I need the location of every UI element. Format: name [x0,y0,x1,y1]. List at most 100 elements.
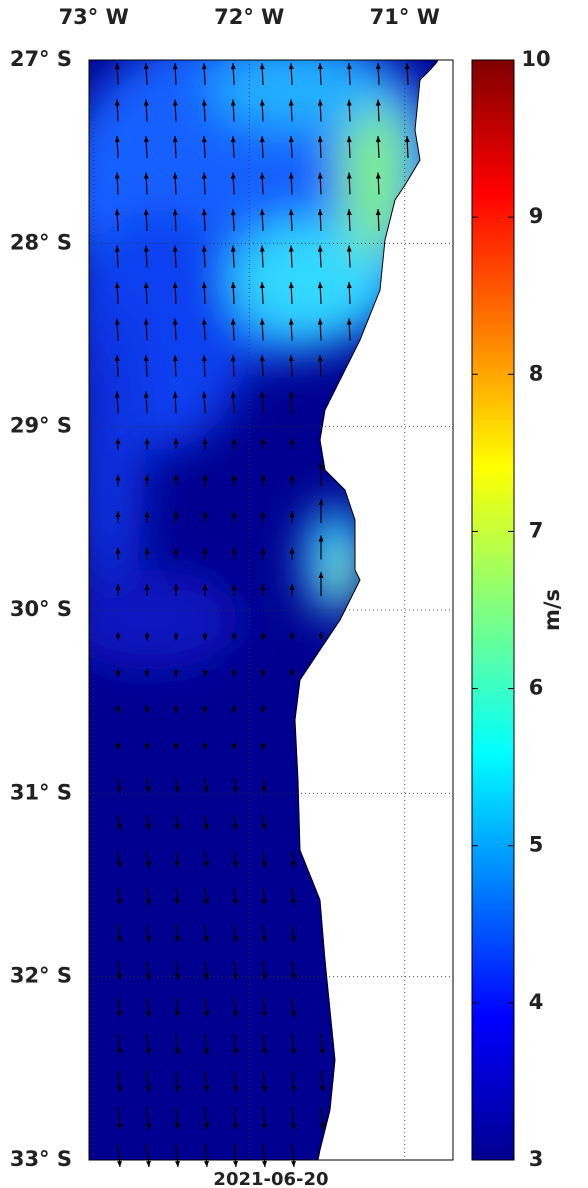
lat-tick-label: 29° S [10,414,72,438]
arrow-head [201,172,207,179]
arrow-head [203,1123,209,1130]
arrow-head [317,172,323,179]
arrow-head [116,786,122,793]
arrow-head [116,973,122,981]
arrow-head [145,861,151,868]
arrow-head [201,136,207,143]
arrow-head [230,209,236,216]
arrow-head [114,282,120,289]
arrow-head [290,861,296,868]
arrow-head [259,63,265,70]
arrow-head [375,99,381,106]
arrow-head [346,245,352,252]
arrow-head [172,136,178,143]
arrow-head [174,1048,180,1055]
wind-arrows [114,62,410,1168]
arrow-head [259,99,265,106]
arrow-head [317,99,323,106]
arrow-head [117,1160,122,1168]
arrow-head [114,63,120,70]
arrow-head [172,245,178,252]
lat-tick-label: 28° S [10,230,72,254]
arrow-head [289,511,295,517]
arrow-head [116,1048,122,1055]
colorbar-tick-label: 3 [529,1147,544,1171]
arrow-head [261,1048,267,1055]
arrow-head [232,1011,238,1018]
arrow-head [144,584,150,590]
arrow-head [375,209,381,216]
arrow-head [319,1123,325,1130]
arrow-head [145,1048,151,1055]
arrow-head [144,547,150,554]
arrow-head [317,136,323,143]
arrow-head [114,99,120,106]
arrow-head [260,634,266,641]
arrow-head [288,209,294,216]
arrow-head [116,1123,122,1130]
arrow-head [346,282,352,289]
arrow-head [261,1086,267,1093]
arrow-head [261,861,267,868]
lat-tick-label: 27° S [10,47,72,71]
arrow-head [290,1123,296,1130]
arrow-head [259,318,265,325]
arrow-head [172,282,178,289]
arrow-head [261,973,267,981]
colorbar-label: m/s [540,589,564,631]
arrow-head [288,99,294,106]
arrow-head [317,318,323,325]
arrow-head [289,438,295,444]
arrow-head [231,707,237,714]
arrow-head [172,355,178,362]
arrow-head [317,355,323,362]
arrow-head [318,634,324,641]
arrow-head [115,547,121,554]
arrow-head [231,671,237,677]
arrow-head [230,172,236,179]
arrow-head [174,824,180,831]
arrow-head [145,973,151,981]
arrow-head [259,355,265,362]
colorbar-tick-label: 6 [529,676,544,700]
arrow-head [261,786,267,793]
arrow-head [404,63,410,70]
arrow-head [203,861,209,868]
arrow-head [174,936,180,943]
arrow-head [261,936,267,943]
arrow-head [346,99,352,106]
colorbar-tick-label: 4 [529,990,544,1014]
arrow-head [346,63,352,70]
arrow-head [115,511,121,517]
arrow-head [114,209,120,216]
arrow-head [346,318,352,325]
arrow-head [143,282,149,289]
arrow-head [143,209,149,216]
arrow-head [288,172,294,179]
arrow-head [232,1086,238,1093]
arrow-head [114,245,120,252]
arrow-head [260,744,266,750]
arrow-head [289,474,295,481]
arrow-head [230,136,236,143]
arrow-head [145,1011,151,1018]
arrow-head [115,438,121,444]
arrow-head [203,1086,209,1093]
lat-tick-label: 30° S [10,597,72,621]
arrow-head [318,572,324,578]
arrow-head [116,861,122,868]
arrow-head [232,1123,238,1130]
arrow-head [233,1160,238,1168]
arrow-head [145,1086,151,1093]
arrow-head [259,391,265,398]
lon-tick-label: 71° W [370,5,440,29]
arrow-head [143,391,149,398]
arrow-head [174,861,180,868]
arrow-head [232,973,238,981]
arrow-head [145,898,151,906]
arrow-head [203,898,209,906]
arrow-head [261,1123,267,1130]
arrow-head [288,355,294,362]
arrow-head [143,63,149,70]
arrow-head [144,634,150,641]
